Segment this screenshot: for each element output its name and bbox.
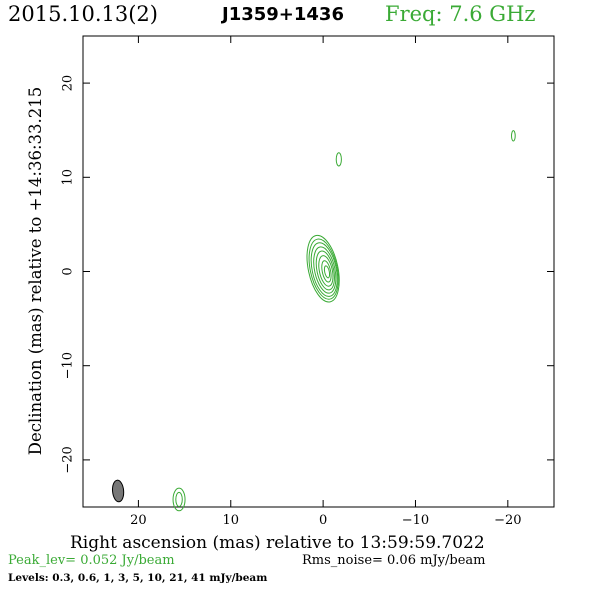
- core-contour: [310, 242, 338, 297]
- core-contour: [306, 234, 340, 303]
- frequency-label: Freq: 7.6 GHz: [385, 2, 536, 26]
- y-tick-label: −10: [61, 352, 76, 379]
- y-tick-label: 20: [61, 75, 76, 92]
- contour-levels: Levels: 0.3, 0.6, 1, 3, 5, 10, 21, 41 mJ…: [8, 572, 268, 584]
- component-contour: [175, 491, 183, 508]
- plot-frame: [82, 35, 555, 508]
- y-tick-label: 10: [61, 169, 76, 186]
- x-tick-label: −10: [402, 513, 429, 528]
- core-contour: [318, 255, 334, 287]
- x-tick-label: 20: [130, 513, 147, 528]
- epoch-date: 2015.10.13(2): [8, 2, 158, 26]
- component-contour: [511, 130, 516, 142]
- core-contour: [308, 238, 339, 300]
- x-axis-label: Right ascension (mas) relative to 13:59:…: [70, 533, 485, 553]
- beam-group: [111, 479, 125, 503]
- peak-level: Peak_lev= 0.052 Jy/beam: [8, 553, 175, 568]
- axis-tick-labels: 20 10 0 −10 −20 20 10 0 −10 −20: [61, 75, 522, 528]
- core-contour: [313, 246, 337, 294]
- core-contour: [321, 260, 332, 283]
- component-contour: [335, 152, 342, 167]
- x-tick-label: 0: [319, 513, 327, 528]
- axis-ticks: [83, 36, 554, 507]
- y-axis-label-container: Declination (mas) relative to +14:36:33.…: [26, 87, 45, 456]
- source-name: J1359+1436: [222, 4, 344, 25]
- y-tick-label: −20: [61, 446, 76, 473]
- y-axis-label: Declination (mas) relative to +14:36:33.…: [26, 87, 45, 456]
- core-contour: [315, 250, 335, 291]
- y-tick-label: 0: [61, 267, 76, 275]
- x-tick-label: 10: [222, 513, 239, 528]
- rms-noise: Rms_noise= 0.06 mJy/beam: [302, 553, 486, 568]
- x-tick-label: −20: [494, 513, 521, 528]
- core-contour: [323, 265, 331, 279]
- component-contour: [172, 487, 186, 512]
- contour-group: [172, 130, 516, 512]
- beam-ellipse: [111, 479, 125, 503]
